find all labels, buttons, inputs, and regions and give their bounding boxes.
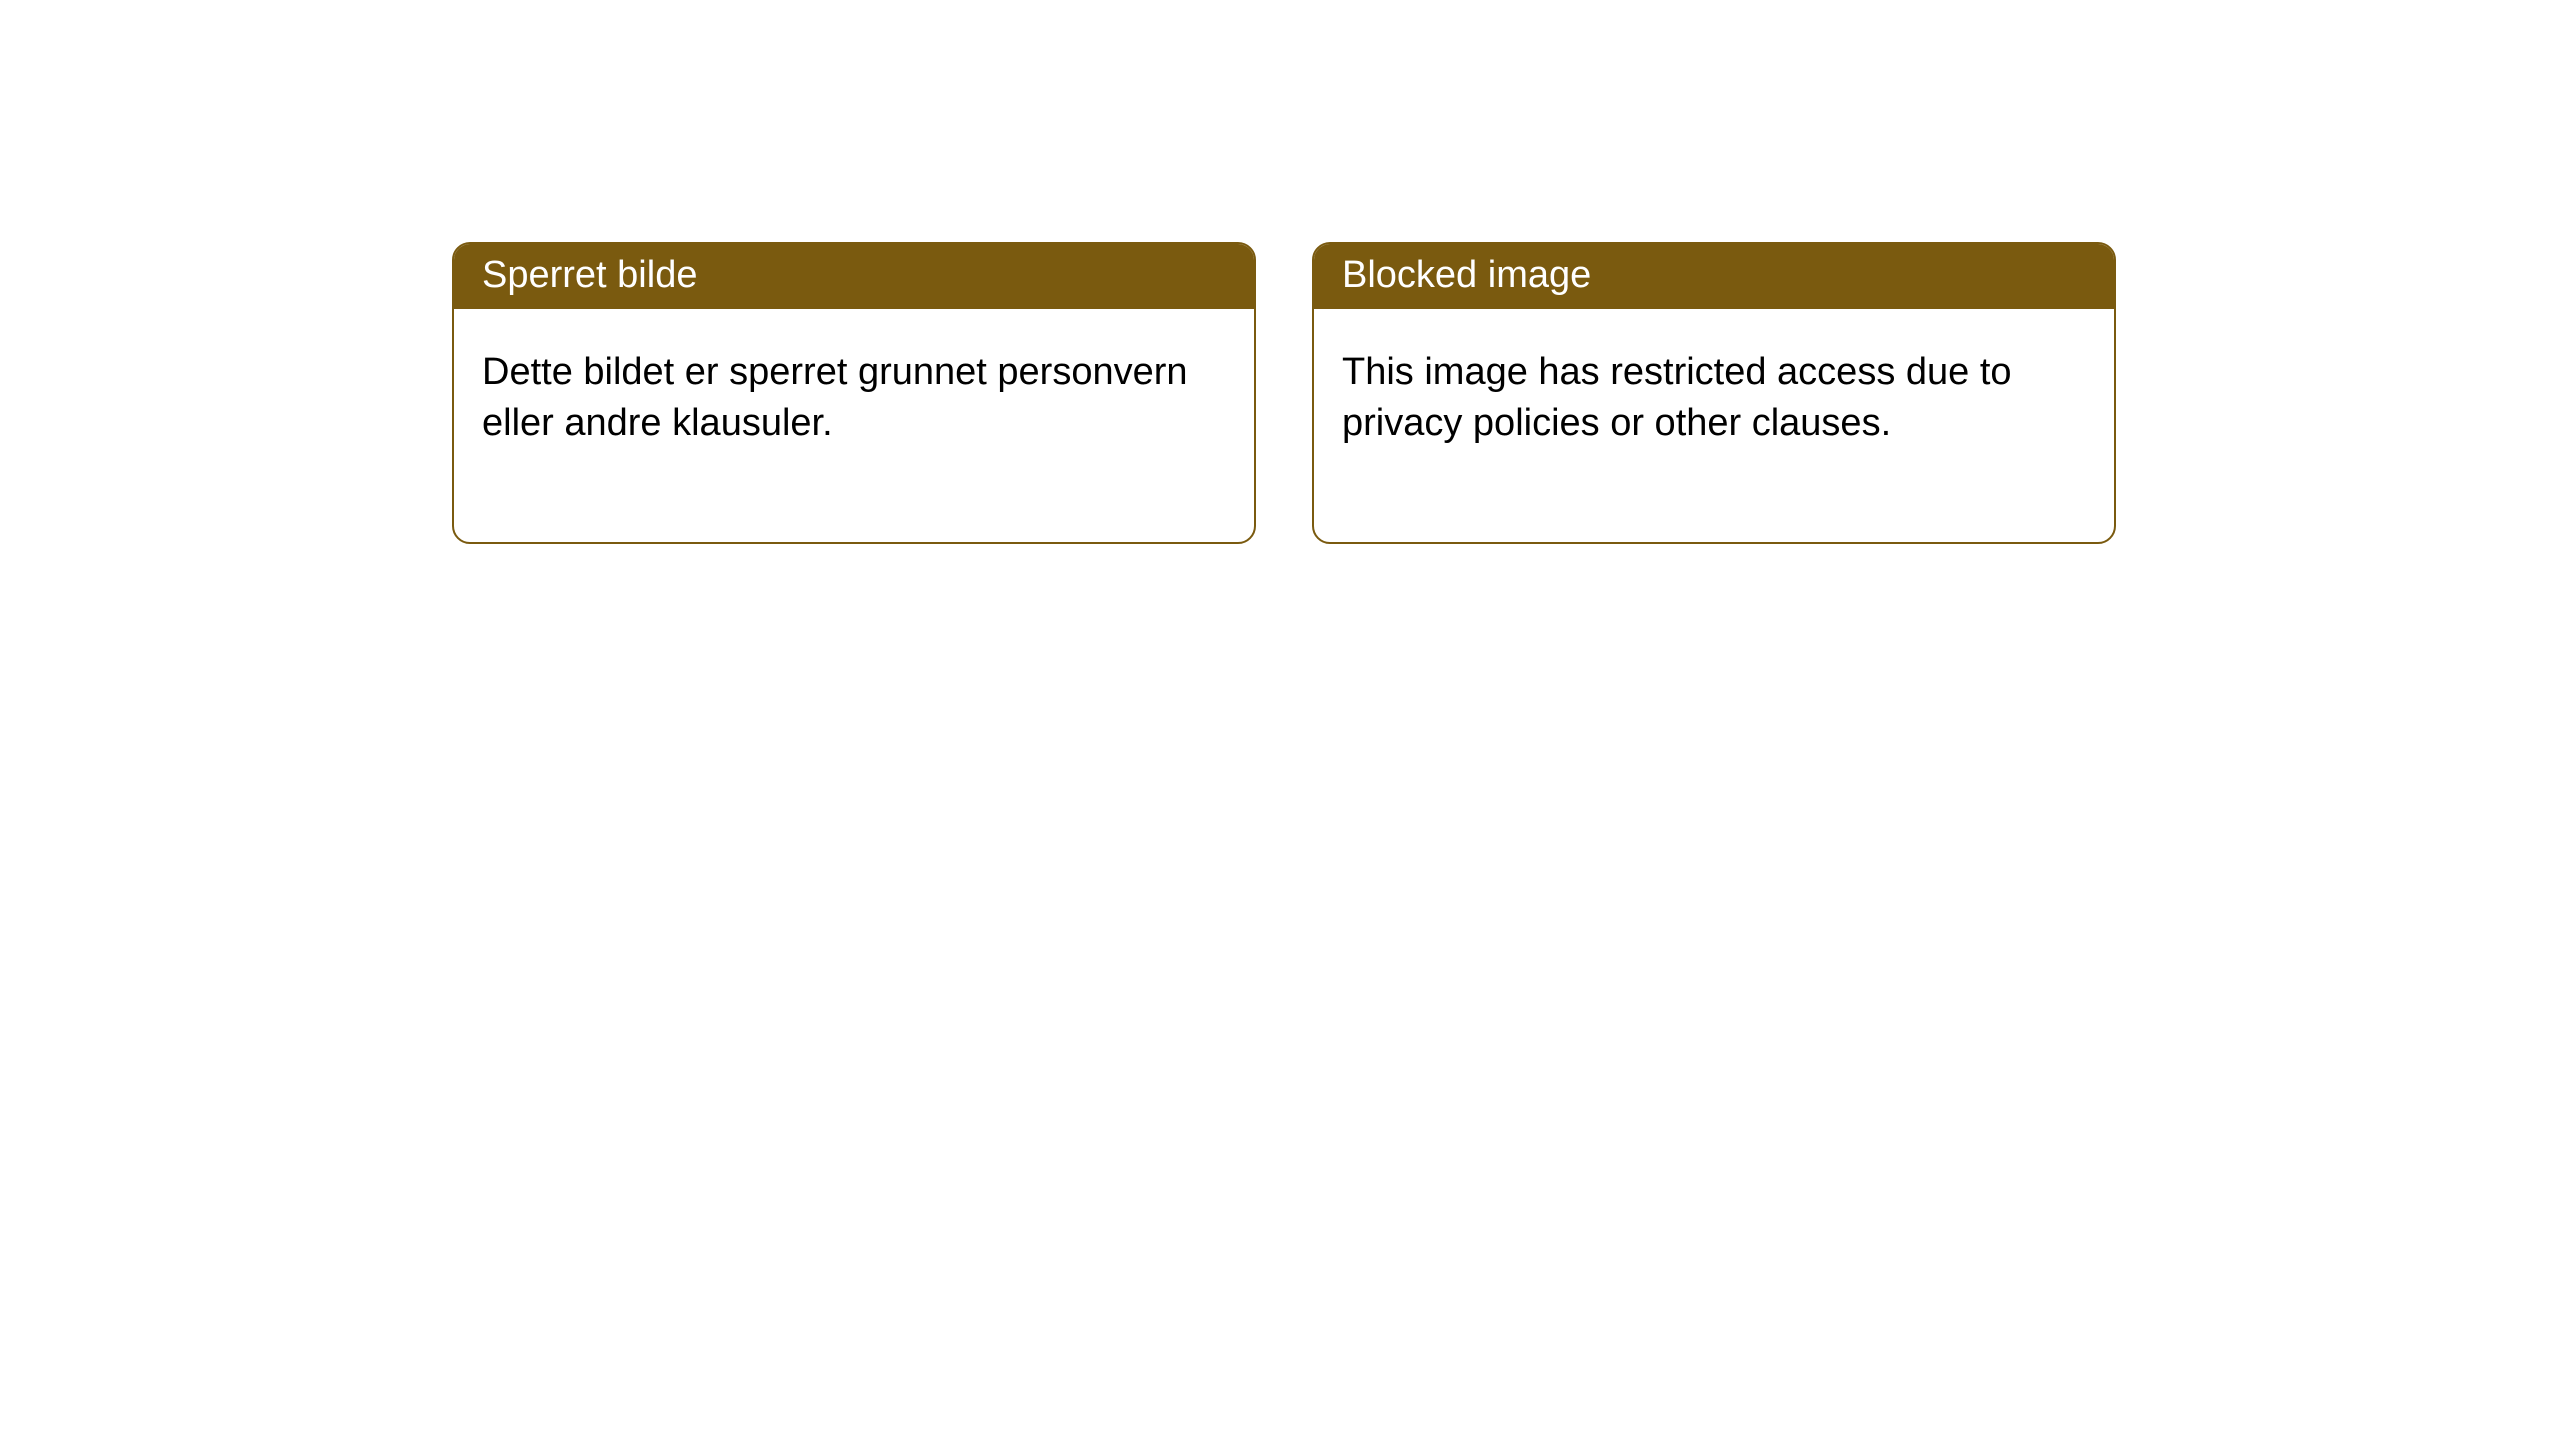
notice-body-text: This image has restricted access due to … bbox=[1342, 351, 2012, 444]
notice-title: Blocked image bbox=[1342, 254, 1591, 296]
notice-header: Sperret bilde bbox=[454, 244, 1254, 309]
notice-body: Dette bildet er sperret grunnet personve… bbox=[454, 309, 1254, 542]
notice-card-english: Blocked image This image has restricted … bbox=[1312, 242, 2116, 544]
notice-card-norwegian: Sperret bilde Dette bildet er sperret gr… bbox=[452, 242, 1256, 544]
notice-title: Sperret bilde bbox=[482, 254, 697, 296]
notice-cards-container: Sperret bilde Dette bildet er sperret gr… bbox=[0, 0, 2560, 544]
notice-header: Blocked image bbox=[1314, 244, 2114, 309]
notice-body: This image has restricted access due to … bbox=[1314, 309, 2114, 542]
notice-body-text: Dette bildet er sperret grunnet personve… bbox=[482, 351, 1188, 444]
